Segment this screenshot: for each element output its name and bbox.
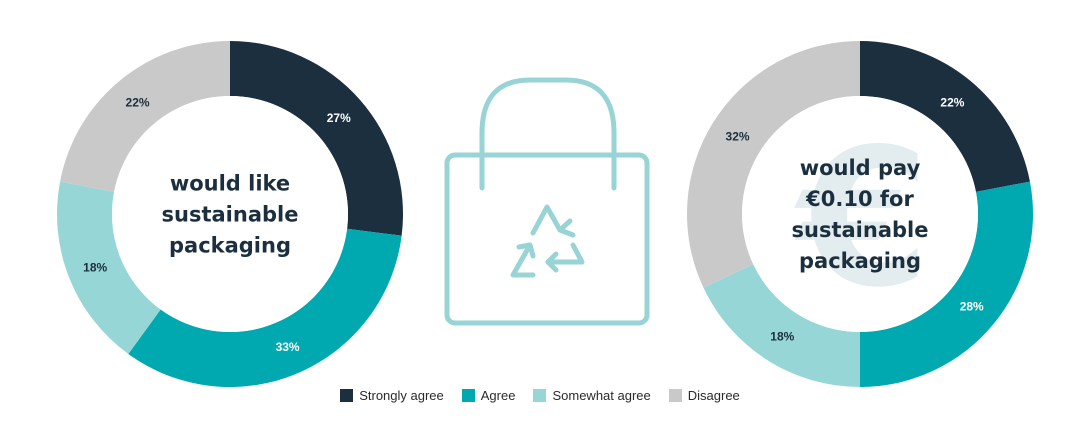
legend-swatch-somewhat-agree bbox=[533, 389, 547, 402]
shopping-bag-recycle-icon bbox=[444, 77, 650, 326]
data-label-disagree: 22% bbox=[126, 95, 150, 109]
center-label-line: would pay bbox=[800, 156, 921, 180]
donut-slice-disagree bbox=[60, 41, 231, 192]
data-label-strongly-agree: 27% bbox=[327, 111, 351, 125]
donut-hole bbox=[742, 96, 978, 332]
legend-item-strongly-agree: Strongly agree bbox=[340, 388, 444, 403]
euro-watermark: € bbox=[794, 108, 930, 329]
center-label-line: sustainable bbox=[162, 202, 299, 226]
legend-label: Agree bbox=[480, 388, 516, 403]
donut-slice-strongly-agree bbox=[860, 41, 1030, 192]
legend-item-somewhat-agree: Somewhat agree bbox=[533, 388, 651, 403]
legend-swatch-agree bbox=[461, 389, 475, 402]
donut-slice-disagree bbox=[686, 41, 860, 288]
bag-body bbox=[444, 152, 650, 326]
donut-hole bbox=[112, 96, 348, 332]
center-label-line: packaging bbox=[169, 233, 291, 257]
data-label-agree: 28% bbox=[960, 299, 984, 313]
recycle-icon bbox=[510, 204, 585, 278]
center-label-line: €0.10 for bbox=[805, 187, 914, 211]
donut-slice-agree bbox=[128, 228, 402, 387]
donut-slice-agree bbox=[860, 181, 1033, 387]
bag-handle bbox=[479, 77, 617, 191]
center-label-line: would like bbox=[170, 171, 290, 195]
legend-swatch-disagree bbox=[668, 389, 682, 402]
legend-label: Somewhat agree bbox=[552, 388, 651, 403]
donut-slice-somewhat-agree bbox=[703, 264, 860, 387]
center-label-line: packaging bbox=[799, 249, 921, 273]
legend-swatch-strongly-agree bbox=[340, 389, 354, 402]
donut-chart-would-like: 27% 33% 18% 22% would like sustainable packagi… bbox=[56, 41, 403, 387]
data-label-disagree: 32% bbox=[726, 129, 750, 143]
donut-slice-somewhat-agree bbox=[56, 181, 161, 354]
center-label-line: sustainable bbox=[792, 218, 929, 242]
data-label-somewhat-agree: 18% bbox=[83, 260, 107, 274]
legend-item-disagree: Disagree bbox=[668, 388, 740, 403]
legend-label: Disagree bbox=[687, 388, 740, 403]
data-label-agree: 33% bbox=[276, 340, 300, 354]
legend-label: Strongly agree bbox=[359, 388, 444, 403]
legend-item-agree: Agree bbox=[461, 388, 516, 403]
donut-slice-strongly-agree bbox=[230, 41, 403, 236]
chart-legend: Strongly agree Agree Somewhat agree Disa… bbox=[0, 388, 1080, 403]
donut-chart-would-pay: 22% 28% 18% 32% €would pay €0.10 for sustainab… bbox=[686, 41, 1033, 387]
data-label-strongly-agree: 22% bbox=[940, 95, 964, 109]
data-label-somewhat-agree: 18% bbox=[770, 329, 794, 343]
